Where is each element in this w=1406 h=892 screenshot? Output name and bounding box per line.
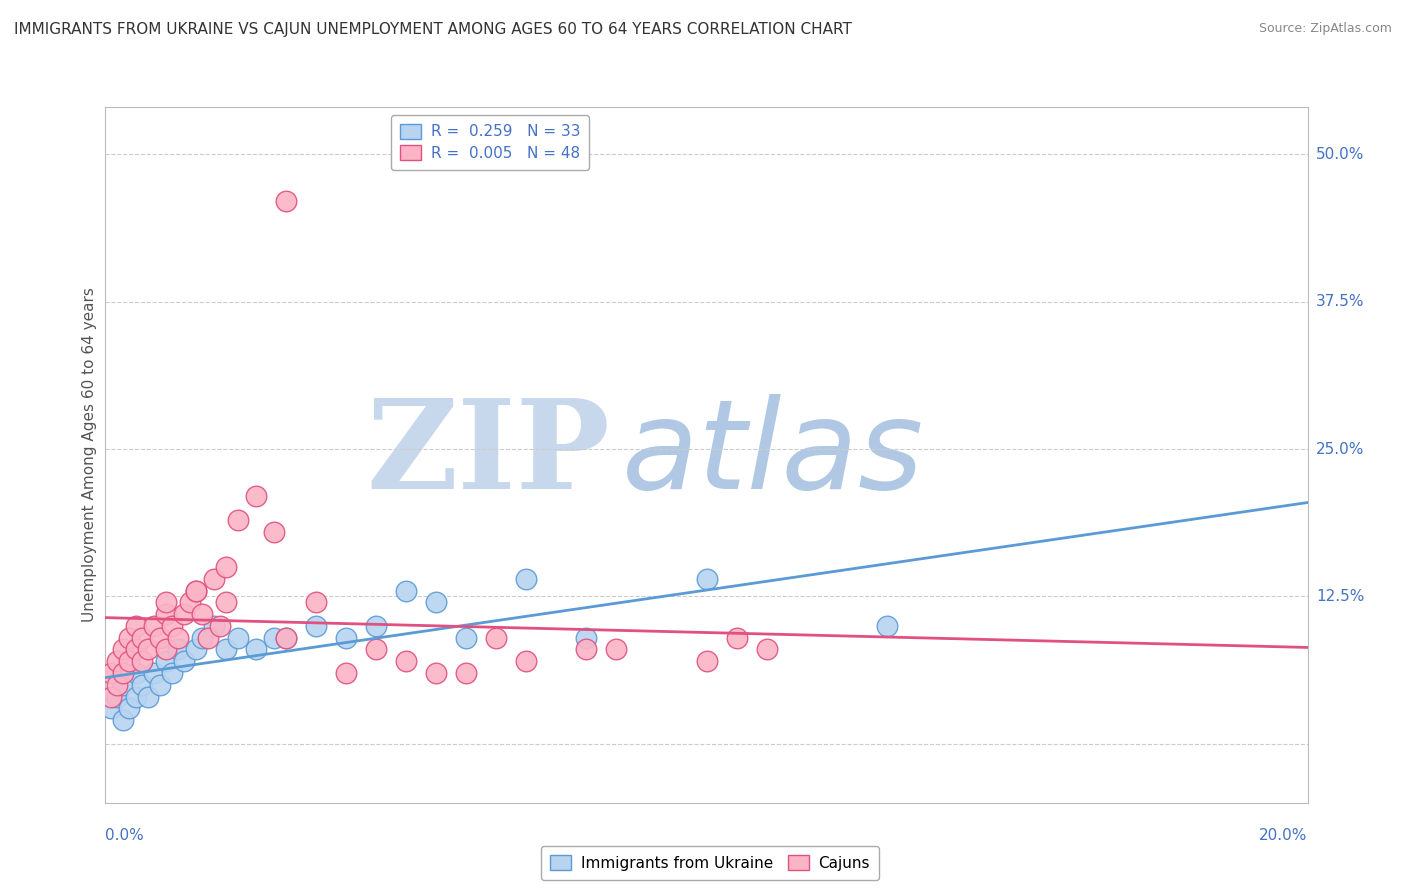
Point xyxy=(100,701,122,715)
Point xyxy=(142,619,165,633)
Point xyxy=(100,690,122,704)
Point xyxy=(454,666,477,681)
Point xyxy=(118,654,141,668)
Point xyxy=(112,678,135,692)
Legend: R =  0.259   N = 33, R =  0.005   N = 48: R = 0.259 N = 33, R = 0.005 N = 48 xyxy=(391,115,589,170)
Point xyxy=(155,607,177,621)
Point xyxy=(335,666,357,681)
Point xyxy=(190,631,212,645)
Text: 37.5%: 37.5% xyxy=(1316,294,1364,310)
Point xyxy=(148,678,170,692)
Point xyxy=(575,642,598,657)
Point xyxy=(179,595,201,609)
Point xyxy=(364,619,387,633)
Legend: Immigrants from Ukraine, Cajuns: Immigrants from Ukraine, Cajuns xyxy=(541,846,879,880)
Point xyxy=(100,666,122,681)
Point xyxy=(202,572,225,586)
Point xyxy=(605,642,627,657)
Text: 0.0%: 0.0% xyxy=(105,828,145,843)
Point xyxy=(263,631,285,645)
Text: 12.5%: 12.5% xyxy=(1316,589,1364,604)
Point xyxy=(515,572,537,586)
Point xyxy=(112,713,135,727)
Point xyxy=(202,619,225,633)
Point xyxy=(214,642,236,657)
Point xyxy=(118,701,141,715)
Point xyxy=(305,595,328,609)
Y-axis label: Unemployment Among Ages 60 to 64 years: Unemployment Among Ages 60 to 64 years xyxy=(82,287,97,623)
Point xyxy=(245,642,267,657)
Point xyxy=(725,631,748,645)
Point xyxy=(155,654,177,668)
Point xyxy=(274,631,297,645)
Point xyxy=(197,631,219,645)
Point xyxy=(142,666,165,681)
Point xyxy=(425,666,447,681)
Text: Source: ZipAtlas.com: Source: ZipAtlas.com xyxy=(1258,22,1392,36)
Point xyxy=(226,513,249,527)
Text: 50.0%: 50.0% xyxy=(1316,146,1364,161)
Point xyxy=(148,631,170,645)
Point xyxy=(131,631,153,645)
Point xyxy=(112,642,135,657)
Point xyxy=(214,595,236,609)
Point xyxy=(335,631,357,645)
Point xyxy=(575,631,598,645)
Point xyxy=(124,666,146,681)
Point xyxy=(263,524,285,539)
Point xyxy=(274,194,297,209)
Point xyxy=(118,631,141,645)
Point xyxy=(208,619,231,633)
Point xyxy=(485,631,508,645)
Point xyxy=(155,595,177,609)
Point xyxy=(305,619,328,633)
Point xyxy=(136,690,159,704)
Point xyxy=(173,607,195,621)
Point xyxy=(395,654,418,668)
Point xyxy=(755,642,778,657)
Point xyxy=(136,642,159,657)
Point xyxy=(131,678,153,692)
Text: atlas: atlas xyxy=(623,394,925,516)
Point xyxy=(166,642,188,657)
Point xyxy=(364,642,387,657)
Point xyxy=(274,631,297,645)
Point xyxy=(160,619,183,633)
Point xyxy=(173,654,195,668)
Point xyxy=(214,560,236,574)
Text: IMMIGRANTS FROM UKRAINE VS CAJUN UNEMPLOYMENT AMONG AGES 60 TO 64 YEARS CORRELAT: IMMIGRANTS FROM UKRAINE VS CAJUN UNEMPLO… xyxy=(14,22,852,37)
Point xyxy=(155,642,177,657)
Point xyxy=(696,654,718,668)
Text: 25.0%: 25.0% xyxy=(1316,442,1364,457)
Point xyxy=(395,583,418,598)
Point xyxy=(245,489,267,503)
Point xyxy=(112,666,135,681)
Point xyxy=(876,619,898,633)
Point xyxy=(107,654,129,668)
Point xyxy=(124,619,146,633)
Point xyxy=(184,583,207,598)
Point xyxy=(124,642,146,657)
Point xyxy=(515,654,537,668)
Point xyxy=(131,654,153,668)
Text: 20.0%: 20.0% xyxy=(1260,828,1308,843)
Point xyxy=(226,631,249,645)
Point xyxy=(454,631,477,645)
Point xyxy=(696,572,718,586)
Point xyxy=(160,666,183,681)
Point xyxy=(107,690,129,704)
Point xyxy=(166,631,188,645)
Point xyxy=(425,595,447,609)
Point xyxy=(107,678,129,692)
Point xyxy=(184,642,207,657)
Point xyxy=(124,690,146,704)
Point xyxy=(190,607,212,621)
Point xyxy=(184,583,207,598)
Text: ZIP: ZIP xyxy=(367,394,610,516)
